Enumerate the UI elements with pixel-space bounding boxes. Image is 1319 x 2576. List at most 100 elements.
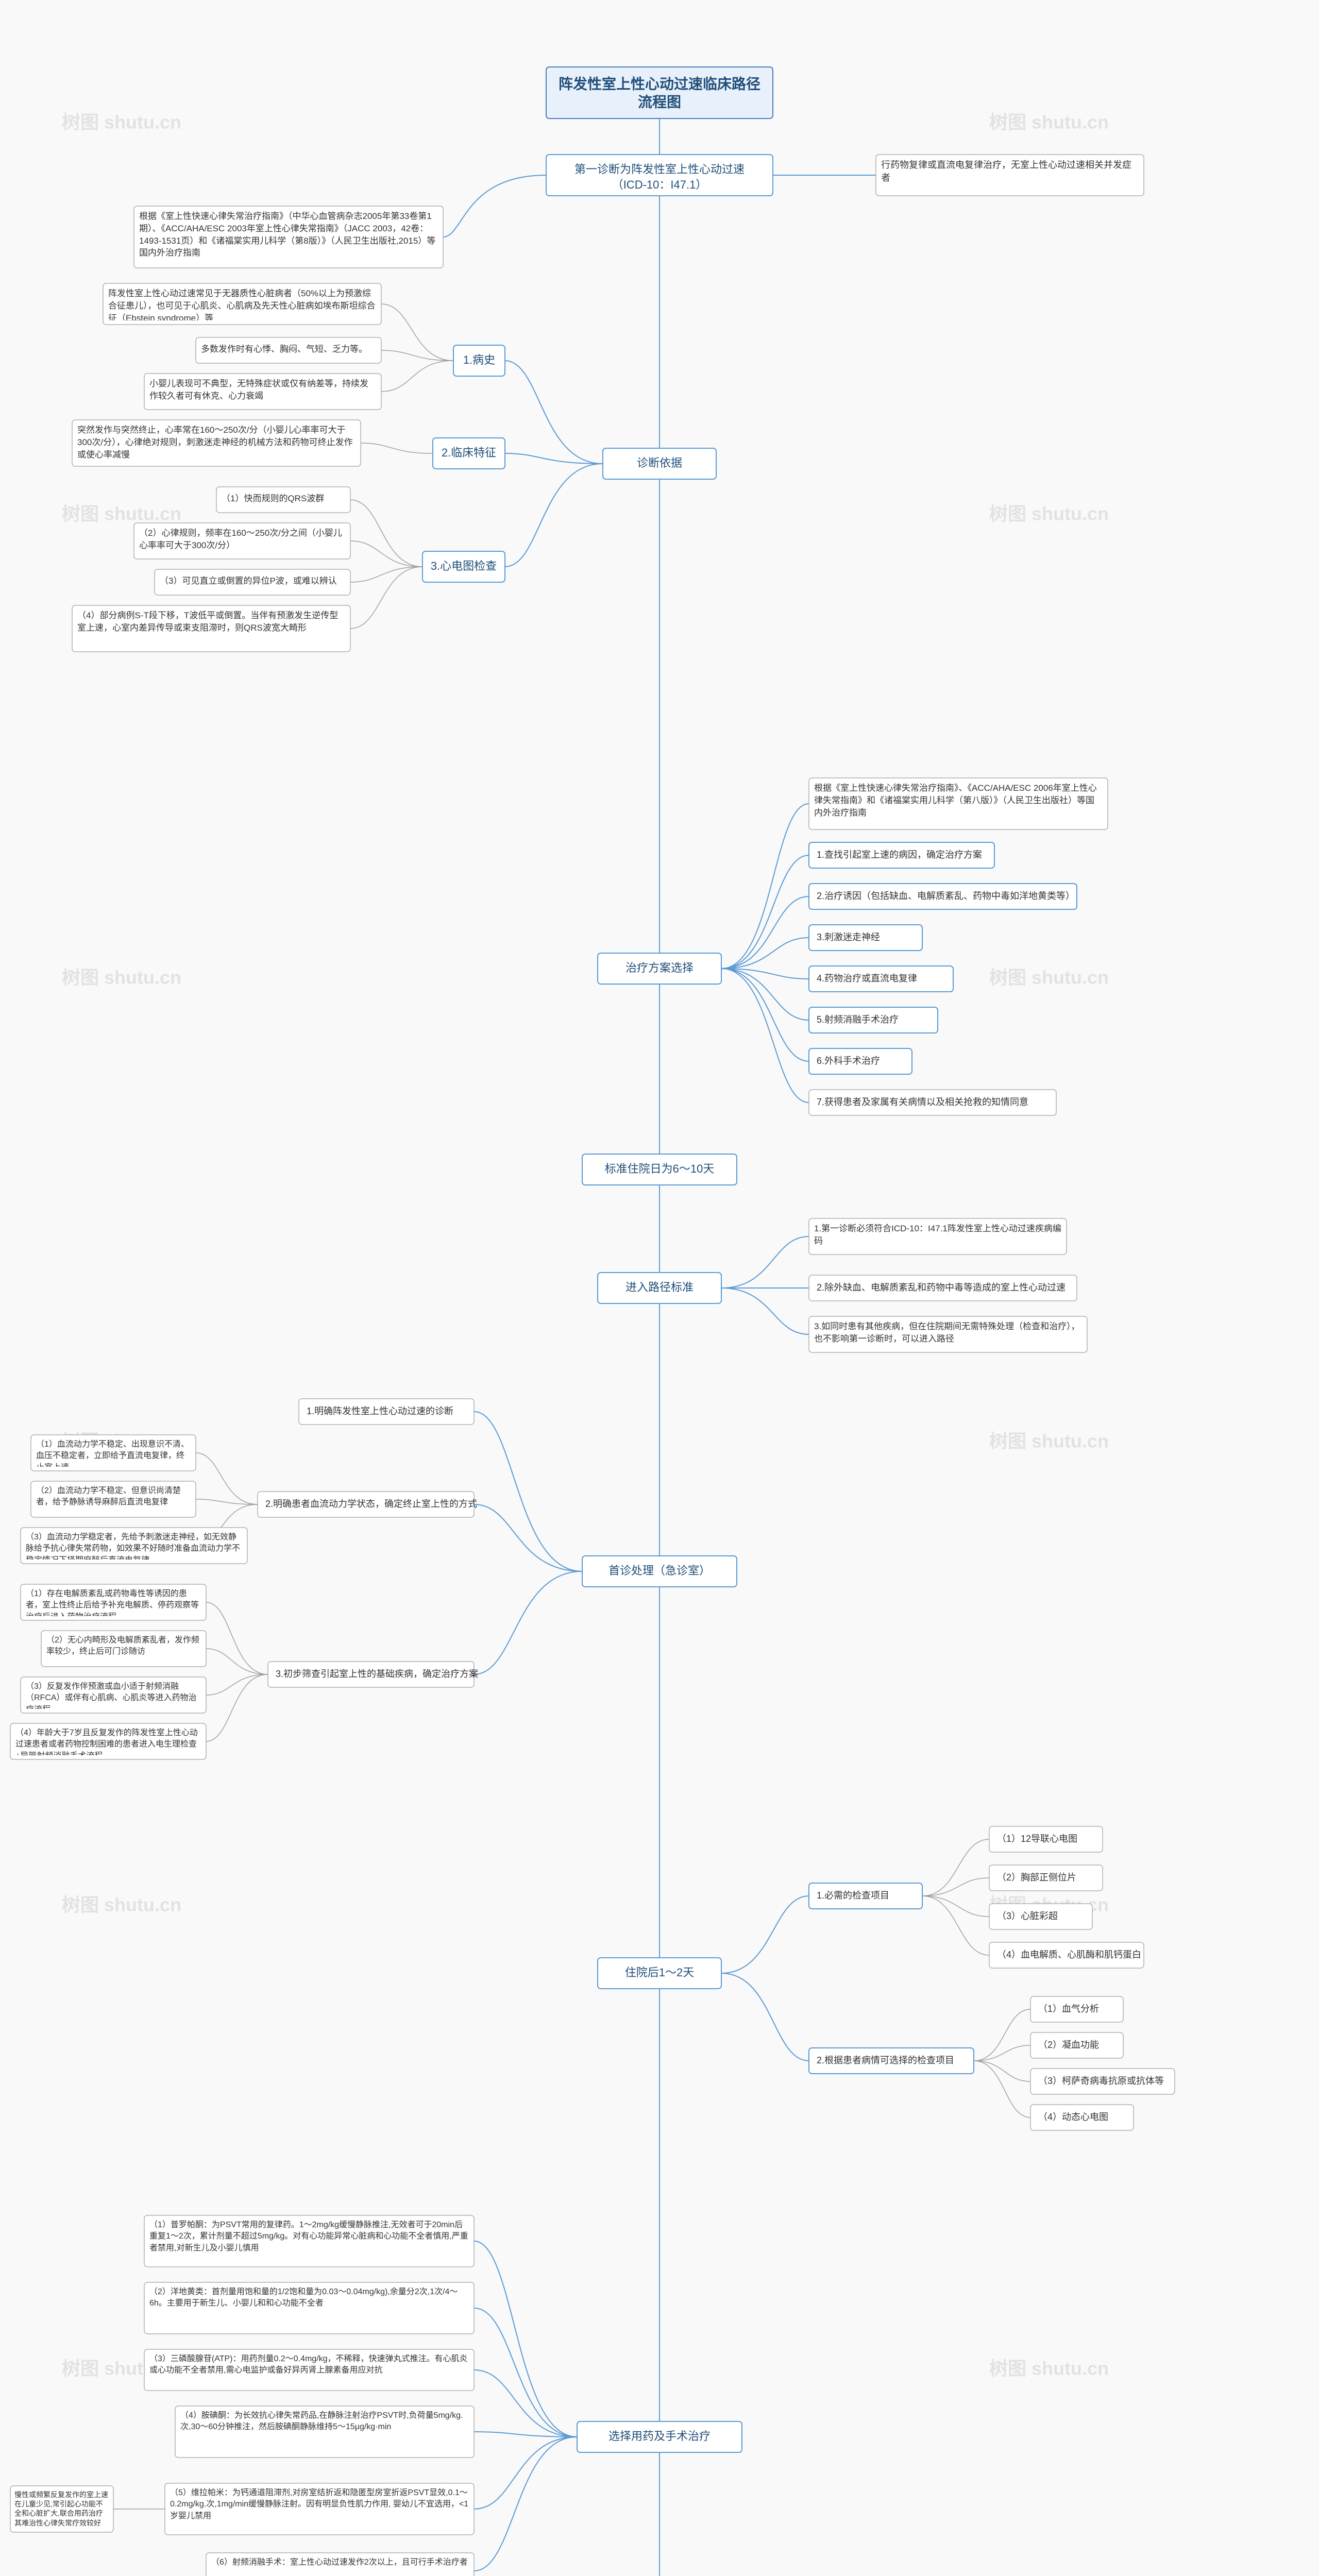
svg-text:树图 shutu.cn: 树图 shutu.cn bbox=[989, 2358, 1109, 2379]
svg-text:3.刺激迷走神经: 3.刺激迷走神经 bbox=[817, 932, 880, 942]
svg-text:树图 shutu.cn: 树图 shutu.cn bbox=[62, 967, 181, 988]
svg-text:2.根据患者病情可选择的检查项目: 2.根据患者病情可选择的检查项目 bbox=[817, 2055, 954, 2065]
leaf-drug-0: （1）普罗帕酮：为PSVT常用的复律药。1～2mg/kg缓慢静脉推注,无效者可于… bbox=[144, 2215, 474, 2267]
leaf-fv-s3-2: （3）反复发作伴预激或血小适于射频消融（RFCA）或伴有心肌病、心肌炎等进入药物… bbox=[21, 1677, 206, 1713]
subnode-fv-s2: 2.明确患者血流动力学状态，确定终止室上性的方式 bbox=[258, 1492, 477, 1517]
svg-text:（2）凝血功能: （2）凝血功能 bbox=[1038, 2040, 1099, 2050]
svg-text:1.必需的检查项目: 1.必需的检查项目 bbox=[817, 1890, 889, 1901]
svg-text:1.查找引起室上速的病因，确定治疗方案: 1.查找引起室上速的病因，确定治疗方案 bbox=[817, 850, 982, 860]
leaf-req-3: （4）血电解质、心肌酶和肌钙蛋白 bbox=[989, 1942, 1144, 1968]
svg-text:4.药物治疗或直流电复律: 4.药物治疗或直流电复律 bbox=[817, 973, 917, 984]
leaf-fv-s2-1: （2）血流动力学不稳定、但意识尚清楚者，给予静脉诱导麻醉后直流电复律 bbox=[31, 1481, 196, 1517]
leaf-fv-s3-0: （1）存在电解质紊乱或药物毒性等诱因的患者，室上性终止后给予补充电解质、停药观察… bbox=[21, 1584, 206, 1620]
svg-text:标准住院日为6～10天: 标准住院日为6～10天 bbox=[605, 1162, 715, 1175]
svg-text:诊断依据: 诊断依据 bbox=[637, 456, 682, 469]
svg-text:树图 shutu.cn: 树图 shutu.cn bbox=[62, 1894, 181, 1916]
leaf-feature: 突然发作与突然终止，心率常在160～250次/分（小婴儿心率率可大于300次/分… bbox=[72, 420, 361, 466]
svg-text:首诊处理（急诊室）: 首诊处理（急诊室） bbox=[608, 1564, 711, 1577]
subnode-fv-s3: 3.初步筛查引起室上性的基础疾病，确定治疗方案 bbox=[268, 1662, 478, 1687]
svg-text:（3）柯萨奇病毒抗原或抗体等: （3）柯萨奇病毒抗原或抗体等 bbox=[1038, 2076, 1164, 2086]
leaf-req-0: （1）12导联心电图 bbox=[989, 1826, 1103, 1852]
node-std-stay: 标准住院日为6～10天 bbox=[582, 1154, 737, 1185]
svg-text:树图 shutu.cn: 树图 shutu.cn bbox=[989, 967, 1109, 988]
leaf-tx-3: 4.药物治疗或直流电复律 bbox=[809, 966, 953, 992]
svg-text:3.心电图检查: 3.心电图检查 bbox=[431, 560, 497, 572]
svg-text:7.获得患者及家属有关病情以及相关抢救的知情同意: 7.获得患者及家属有关病情以及相关抢救的知情同意 bbox=[817, 1097, 1028, 1107]
leaf-tx-0: 1.查找引起室上速的病因，确定治疗方案 bbox=[809, 842, 994, 868]
leaf-ecg-3: （4）部分病例S-T段下移，T波低平或倒置。当伴有预激发生逆传型室上速，心室内差… bbox=[72, 605, 350, 652]
leaf-tx-1: 2.治疗诱因（包括缺血、电解质紊乱、药物中毒如洋地黄类等） bbox=[809, 884, 1077, 909]
leaf-ecg-0: （1）快而规则的QRS波群 bbox=[216, 487, 350, 513]
subnode-req: 1.必需的检查项目 bbox=[809, 1883, 922, 1909]
leaf-tx-2: 3.刺激迷走神经 bbox=[809, 925, 922, 951]
svg-text:阵发性室上性心动过速临床路径: 阵发性室上性心动过速临床路径 bbox=[559, 75, 760, 92]
svg-text:（4）血电解质、心肌酶和肌钙蛋白: （4）血电解质、心肌酶和肌钙蛋白 bbox=[997, 1950, 1141, 1960]
svg-text:（1）12导联心电图: （1）12导联心电图 bbox=[997, 1834, 1077, 1844]
subnode-history: 1.病史 bbox=[453, 345, 505, 376]
node-tx-plan: 治疗方案选择 bbox=[598, 953, 721, 984]
subnode-ecg: 3.心电图检查 bbox=[422, 551, 505, 582]
svg-text:（3）心脏彩超: （3）心脏彩超 bbox=[997, 1911, 1058, 1921]
leaf-tx-header: 根据《室上性快速心律失常治疗指南》、《ACC/AHA/ESC 2006年室上性心… bbox=[809, 778, 1108, 829]
node-drug-surgery: 选择用药及手术治疗 bbox=[577, 2421, 742, 2452]
svg-text:2.明确患者血流动力学状态，确定终止室上性的方式: 2.明确患者血流动力学状态，确定终止室上性的方式 bbox=[265, 1499, 477, 1509]
svg-text:树图 shutu.cn: 树图 shutu.cn bbox=[989, 1431, 1109, 1452]
svg-text:（ICD-10：I47.1）: （ICD-10：I47.1） bbox=[612, 178, 707, 191]
node-stay-1-2: 住院后1～2天 bbox=[598, 1958, 721, 1989]
leaf-history-1: 多数发作时有心悸、胸闷、气短、乏力等。 bbox=[196, 337, 381, 363]
leaf-drug-5: （6）射频消融手术：室上性心动过速发作2次以上，且可行手术治疗者 bbox=[206, 2553, 474, 2576]
leaf-enter-2: 3.如同时患有其他疾病，但在住院期间无需特殊处理（检查和治疗），也不影响第一诊断… bbox=[809, 1316, 1087, 1352]
svg-text:树图 shutu.cn: 树图 shutu.cn bbox=[62, 112, 181, 133]
leaf-fv-s3-1: （2）无心内畸形及电解质紊乱者，发作频率较少，终止后可门诊随访 bbox=[41, 1631, 206, 1667]
leaf-ecg-2: （3）可见直立或倒置的异位P波，或难以辨认 bbox=[155, 569, 350, 595]
svg-text:树图 shutu.cn: 树图 shutu.cn bbox=[62, 503, 181, 524]
title-node: 阵发性室上性心动过速临床路径 流程图 bbox=[546, 67, 773, 118]
leaf-fv-s1: 1.明确阵发性室上性心动过速的诊断 bbox=[299, 1399, 474, 1425]
svg-text:树图 shutu.cn: 树图 shutu.cn bbox=[989, 112, 1109, 133]
leaf-drug-4: （5）维拉帕米：为钙通道阻滞剂,对房室结折返和隐匿型房室折返PSVT显效,0.1… bbox=[165, 2483, 474, 2535]
leaf-req-1: （2）胸部正侧位片 bbox=[989, 1865, 1103, 1891]
svg-text:3.初步筛查引起室上性的基础疾病，确定治疗方案: 3.初步筛查引起室上性的基础疾病，确定治疗方案 bbox=[276, 1669, 478, 1679]
leaf-enter-0: 1.第一诊断必须符合ICD-10：I47.1阵发性室上性心动过速疾病编码 bbox=[809, 1218, 1067, 1255]
leaf-drug-1: （2）洋地黄类：首剂量用饱和量的1/2饱和量为0.03～0.04mg/kg),余… bbox=[144, 2282, 474, 2334]
node-enter-path: 进入路径标准 bbox=[598, 1273, 721, 1303]
svg-text:（2）胸部正侧位片: （2）胸部正侧位片 bbox=[997, 1872, 1076, 1883]
leaf-chronic: 慢性或频繁反复发作的室上速在儿童少见,常引起心功能不全和心脏扩大,联合用药治疗其… bbox=[10, 2486, 113, 2532]
flowchart-canvas: 树图 shutu.cn 树图 shutu.cn 树图 shutu.cn 树图 s… bbox=[0, 0, 1319, 2576]
svg-text:选择用药及手术治疗: 选择用药及手术治疗 bbox=[608, 2430, 711, 2443]
leaf-opt-0: （1）血气分析 bbox=[1030, 1996, 1123, 2022]
leaf-tx-4: 5.射频消融手术治疗 bbox=[809, 1007, 938, 1033]
leaf-opt-2: （3）柯萨奇病毒抗原或抗体等 bbox=[1030, 2069, 1175, 2094]
leaf-tx-6: 7.获得患者及家属有关病情以及相关抢救的知情同意 bbox=[809, 1090, 1056, 1115]
leaf-opt-3: （4）动态心电图 bbox=[1030, 2105, 1134, 2130]
svg-text:住院后1～2天: 住院后1～2天 bbox=[625, 1966, 694, 1979]
leaf-drug-2: （3）三磷酸腺苷(ATP)：用药剂量0.2～0.4mg/kg，不稀释，快速弹丸式… bbox=[144, 2349, 474, 2391]
svg-text:1.明确阵发性室上性心动过速的诊断: 1.明确阵发性室上性心动过速的诊断 bbox=[307, 1406, 453, 1416]
leaf-fv-s2-2: （3）血流动力学稳定者，先给予刺激迷走神经，如无效静脉给予抗心律失常药物，如效果… bbox=[21, 1528, 247, 1564]
leaf-fv-s2-0: （1）血流动力学不稳定、出现意识不清、血压不稳定者，立即给予直流电复律，终止室上… bbox=[31, 1435, 196, 1471]
svg-text:2.除外缺血、电解质紊乱和药物中毒等造成的室上性心动过速: 2.除外缺血、电解质紊乱和药物中毒等造成的室上性心动过速 bbox=[817, 1282, 1066, 1293]
subnode-feature: 2.临床特征 bbox=[433, 438, 505, 469]
svg-text:（1）血气分析: （1）血气分析 bbox=[1038, 2004, 1099, 2014]
leaf-drug-3: （4）胺碘酮：为长效抗心律失常药品,在静脉注射治疗PSVT时,负荷量5mg/kg… bbox=[175, 2406, 474, 2458]
leaf-fv-s3-3: （4）年龄大于7岁且反复发作的阵发性室上性心动过速患者或者药物控制困难的患者进入… bbox=[10, 1723, 206, 1759]
svg-text:1.病史: 1.病史 bbox=[463, 353, 495, 366]
svg-text:2.治疗诱因（包括缺血、电解质紊乱、药物中毒如洋地黄类等）: 2.治疗诱因（包括缺血、电解质紊乱、药物中毒如洋地黄类等） bbox=[817, 891, 1075, 901]
leaf-dx-header: 根据《室上性快速心律失常治疗指南》（中华心血管病杂志2005年第33卷第1期）、… bbox=[134, 206, 443, 268]
leaf-tx-5: 6.外科手术治疗 bbox=[809, 1048, 912, 1074]
subnode-opt: 2.根据患者病情可选择的检查项目 bbox=[809, 2048, 974, 2074]
leaf-history-0: 阵发性室上性心动过速常见于无器质性心脏病者（50%以上为预激综合征患儿），也可见… bbox=[103, 283, 381, 325]
svg-text:2.临床特征: 2.临床特征 bbox=[442, 446, 496, 459]
leaf-req-2: （3）心脏彩超 bbox=[989, 1904, 1092, 1929]
svg-text:第一诊断为阵发性室上性心动过速: 第一诊断为阵发性室上性心动过速 bbox=[574, 163, 745, 176]
leaf-ecg-1: （2）心律规则，频率在160～250次/分之间（小婴儿心率率可大于300次/分） bbox=[134, 523, 350, 559]
node-first-dx: 第一诊断为阵发性室上性心动过速 （ICD-10：I47.1） bbox=[546, 155, 773, 196]
leaf-history-2: 小婴儿表现可不典型，无特殊症状或仅有纳差等，持续发作较久者可有休克、心力衰竭 bbox=[144, 374, 381, 410]
svg-text:进入路径标准: 进入路径标准 bbox=[625, 1281, 694, 1294]
node-first-visit: 首诊处理（急诊室） bbox=[582, 1556, 737, 1587]
leaf-opt-1: （2）凝血功能 bbox=[1030, 2032, 1123, 2058]
svg-text:（4）动态心电图: （4）动态心电图 bbox=[1038, 2112, 1108, 2122]
svg-text:治疗方案选择: 治疗方案选择 bbox=[625, 961, 694, 974]
leaf-enter-1: 2.除外缺血、电解质紊乱和药物中毒等造成的室上性心动过速 bbox=[809, 1275, 1077, 1301]
node-dx-basis: 诊断依据 bbox=[603, 448, 716, 479]
